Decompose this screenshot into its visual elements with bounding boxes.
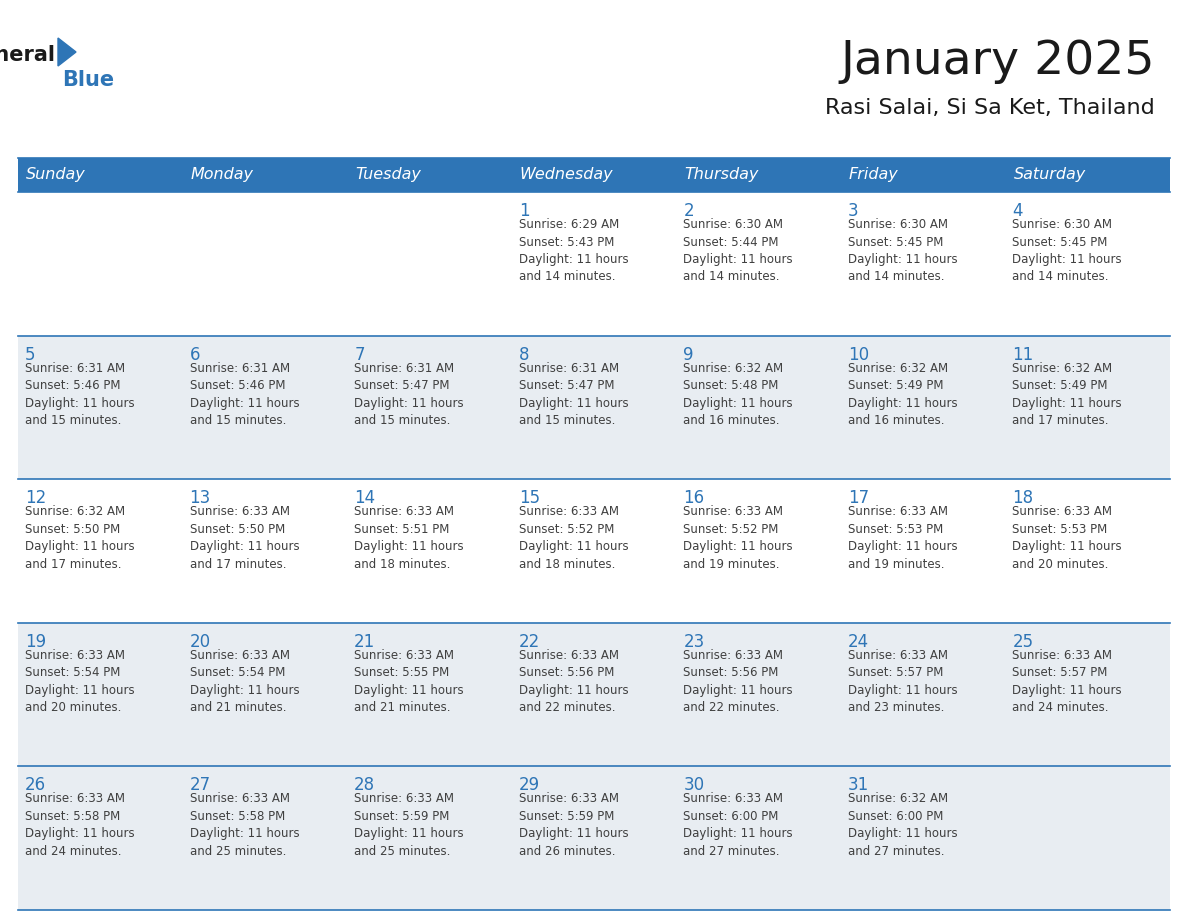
- Text: 18: 18: [1012, 489, 1034, 508]
- Text: Sunrise: 6:32 AM
Sunset: 5:48 PM
Daylight: 11 hours
and 16 minutes.: Sunrise: 6:32 AM Sunset: 5:48 PM Dayligh…: [683, 362, 792, 427]
- Text: Friday: Friday: [849, 167, 898, 183]
- Text: Sunrise: 6:32 AM
Sunset: 5:50 PM
Daylight: 11 hours
and 17 minutes.: Sunrise: 6:32 AM Sunset: 5:50 PM Dayligh…: [25, 505, 134, 571]
- Text: Tuesday: Tuesday: [355, 167, 421, 183]
- Polygon shape: [58, 38, 76, 66]
- Text: Sunrise: 6:33 AM
Sunset: 5:57 PM
Daylight: 11 hours
and 24 minutes.: Sunrise: 6:33 AM Sunset: 5:57 PM Dayligh…: [1012, 649, 1121, 714]
- Text: 15: 15: [519, 489, 539, 508]
- Text: Rasi Salai, Si Sa Ket, Thailand: Rasi Salai, Si Sa Ket, Thailand: [826, 98, 1155, 118]
- Bar: [512, 158, 676, 192]
- Text: Sunrise: 6:31 AM
Sunset: 5:46 PM
Daylight: 11 hours
and 15 minutes.: Sunrise: 6:31 AM Sunset: 5:46 PM Dayligh…: [25, 362, 134, 427]
- Text: 6: 6: [190, 345, 200, 364]
- Text: Sunrise: 6:31 AM
Sunset: 5:47 PM
Daylight: 11 hours
and 15 minutes.: Sunrise: 6:31 AM Sunset: 5:47 PM Dayligh…: [519, 362, 628, 427]
- Text: 21: 21: [354, 633, 375, 651]
- Bar: [676, 158, 841, 192]
- Text: 23: 23: [683, 633, 704, 651]
- Bar: [841, 158, 1005, 192]
- Text: Thursday: Thursday: [684, 167, 759, 183]
- Bar: [18, 158, 183, 192]
- Text: 27: 27: [190, 777, 210, 794]
- Text: Sunrise: 6:33 AM
Sunset: 5:57 PM
Daylight: 11 hours
and 23 minutes.: Sunrise: 6:33 AM Sunset: 5:57 PM Dayligh…: [848, 649, 958, 714]
- Text: 10: 10: [848, 345, 868, 364]
- Text: 28: 28: [354, 777, 375, 794]
- Text: Sunrise: 6:33 AM
Sunset: 5:51 PM
Daylight: 11 hours
and 18 minutes.: Sunrise: 6:33 AM Sunset: 5:51 PM Dayligh…: [354, 505, 463, 571]
- Text: 2: 2: [683, 202, 694, 220]
- Text: Blue: Blue: [62, 70, 114, 90]
- Text: 24: 24: [848, 633, 868, 651]
- Text: Sunrise: 6:31 AM
Sunset: 5:47 PM
Daylight: 11 hours
and 15 minutes.: Sunrise: 6:31 AM Sunset: 5:47 PM Dayligh…: [354, 362, 463, 427]
- Text: 1: 1: [519, 202, 530, 220]
- Text: 26: 26: [25, 777, 46, 794]
- Bar: [1005, 158, 1170, 192]
- Text: Sunrise: 6:30 AM
Sunset: 5:44 PM
Daylight: 11 hours
and 14 minutes.: Sunrise: 6:30 AM Sunset: 5:44 PM Dayligh…: [683, 218, 792, 284]
- Text: Sunrise: 6:33 AM
Sunset: 5:52 PM
Daylight: 11 hours
and 18 minutes.: Sunrise: 6:33 AM Sunset: 5:52 PM Dayligh…: [519, 505, 628, 571]
- Text: Sunrise: 6:30 AM
Sunset: 5:45 PM
Daylight: 11 hours
and 14 minutes.: Sunrise: 6:30 AM Sunset: 5:45 PM Dayligh…: [1012, 218, 1121, 284]
- Text: 22: 22: [519, 633, 541, 651]
- Text: Sunrise: 6:33 AM
Sunset: 5:50 PM
Daylight: 11 hours
and 17 minutes.: Sunrise: 6:33 AM Sunset: 5:50 PM Dayligh…: [190, 505, 299, 571]
- Text: Monday: Monday: [190, 167, 253, 183]
- Text: 25: 25: [1012, 633, 1034, 651]
- Bar: [18, 479, 1170, 622]
- Text: 13: 13: [190, 489, 210, 508]
- Bar: [18, 192, 1170, 336]
- Text: 9: 9: [683, 345, 694, 364]
- Text: 30: 30: [683, 777, 704, 794]
- Text: Sunrise: 6:33 AM
Sunset: 5:52 PM
Daylight: 11 hours
and 19 minutes.: Sunrise: 6:33 AM Sunset: 5:52 PM Dayligh…: [683, 505, 792, 571]
- Text: Sunrise: 6:33 AM
Sunset: 5:54 PM
Daylight: 11 hours
and 20 minutes.: Sunrise: 6:33 AM Sunset: 5:54 PM Dayligh…: [25, 649, 134, 714]
- Text: Sunrise: 6:33 AM
Sunset: 5:53 PM
Daylight: 11 hours
and 20 minutes.: Sunrise: 6:33 AM Sunset: 5:53 PM Dayligh…: [1012, 505, 1121, 571]
- Text: 12: 12: [25, 489, 46, 508]
- Text: Sunrise: 6:33 AM
Sunset: 5:58 PM
Daylight: 11 hours
and 25 minutes.: Sunrise: 6:33 AM Sunset: 5:58 PM Dayligh…: [190, 792, 299, 858]
- Text: General: General: [0, 45, 55, 65]
- Text: Sunrise: 6:33 AM
Sunset: 5:53 PM
Daylight: 11 hours
and 19 minutes.: Sunrise: 6:33 AM Sunset: 5:53 PM Dayligh…: [848, 505, 958, 571]
- Text: 16: 16: [683, 489, 704, 508]
- Bar: [18, 336, 1170, 479]
- Bar: [18, 767, 1170, 910]
- Text: January 2025: January 2025: [840, 39, 1155, 84]
- Text: Sunrise: 6:33 AM
Sunset: 5:56 PM
Daylight: 11 hours
and 22 minutes.: Sunrise: 6:33 AM Sunset: 5:56 PM Dayligh…: [519, 649, 628, 714]
- Text: Sunrise: 6:31 AM
Sunset: 5:46 PM
Daylight: 11 hours
and 15 minutes.: Sunrise: 6:31 AM Sunset: 5:46 PM Dayligh…: [190, 362, 299, 427]
- Text: 19: 19: [25, 633, 46, 651]
- Text: 11: 11: [1012, 345, 1034, 364]
- Text: 3: 3: [848, 202, 859, 220]
- Bar: [347, 158, 512, 192]
- Text: Sunrise: 6:33 AM
Sunset: 5:55 PM
Daylight: 11 hours
and 21 minutes.: Sunrise: 6:33 AM Sunset: 5:55 PM Dayligh…: [354, 649, 463, 714]
- Bar: [183, 158, 347, 192]
- Text: Sunrise: 6:32 AM
Sunset: 5:49 PM
Daylight: 11 hours
and 17 minutes.: Sunrise: 6:32 AM Sunset: 5:49 PM Dayligh…: [1012, 362, 1121, 427]
- Text: 14: 14: [354, 489, 375, 508]
- Text: Sunrise: 6:33 AM
Sunset: 5:58 PM
Daylight: 11 hours
and 24 minutes.: Sunrise: 6:33 AM Sunset: 5:58 PM Dayligh…: [25, 792, 134, 858]
- Text: Sunrise: 6:33 AM
Sunset: 5:59 PM
Daylight: 11 hours
and 25 minutes.: Sunrise: 6:33 AM Sunset: 5:59 PM Dayligh…: [354, 792, 463, 858]
- Bar: [18, 622, 1170, 767]
- Text: Sunrise: 6:33 AM
Sunset: 6:00 PM
Daylight: 11 hours
and 27 minutes.: Sunrise: 6:33 AM Sunset: 6:00 PM Dayligh…: [683, 792, 792, 858]
- Text: Wednesday: Wednesday: [519, 167, 613, 183]
- Text: Sunday: Sunday: [26, 167, 86, 183]
- Text: 7: 7: [354, 345, 365, 364]
- Text: 29: 29: [519, 777, 539, 794]
- Text: Saturday: Saturday: [1013, 167, 1086, 183]
- Text: Sunrise: 6:33 AM
Sunset: 5:54 PM
Daylight: 11 hours
and 21 minutes.: Sunrise: 6:33 AM Sunset: 5:54 PM Dayligh…: [190, 649, 299, 714]
- Text: Sunrise: 6:29 AM
Sunset: 5:43 PM
Daylight: 11 hours
and 14 minutes.: Sunrise: 6:29 AM Sunset: 5:43 PM Dayligh…: [519, 218, 628, 284]
- Text: Sunrise: 6:32 AM
Sunset: 6:00 PM
Daylight: 11 hours
and 27 minutes.: Sunrise: 6:32 AM Sunset: 6:00 PM Dayligh…: [848, 792, 958, 858]
- Text: Sunrise: 6:33 AM
Sunset: 5:59 PM
Daylight: 11 hours
and 26 minutes.: Sunrise: 6:33 AM Sunset: 5:59 PM Dayligh…: [519, 792, 628, 858]
- Text: 20: 20: [190, 633, 210, 651]
- Text: Sunrise: 6:32 AM
Sunset: 5:49 PM
Daylight: 11 hours
and 16 minutes.: Sunrise: 6:32 AM Sunset: 5:49 PM Dayligh…: [848, 362, 958, 427]
- Text: 4: 4: [1012, 202, 1023, 220]
- Text: Sunrise: 6:30 AM
Sunset: 5:45 PM
Daylight: 11 hours
and 14 minutes.: Sunrise: 6:30 AM Sunset: 5:45 PM Dayligh…: [848, 218, 958, 284]
- Text: 8: 8: [519, 345, 529, 364]
- Text: 17: 17: [848, 489, 868, 508]
- Text: 5: 5: [25, 345, 36, 364]
- Text: Sunrise: 6:33 AM
Sunset: 5:56 PM
Daylight: 11 hours
and 22 minutes.: Sunrise: 6:33 AM Sunset: 5:56 PM Dayligh…: [683, 649, 792, 714]
- Text: 31: 31: [848, 777, 870, 794]
